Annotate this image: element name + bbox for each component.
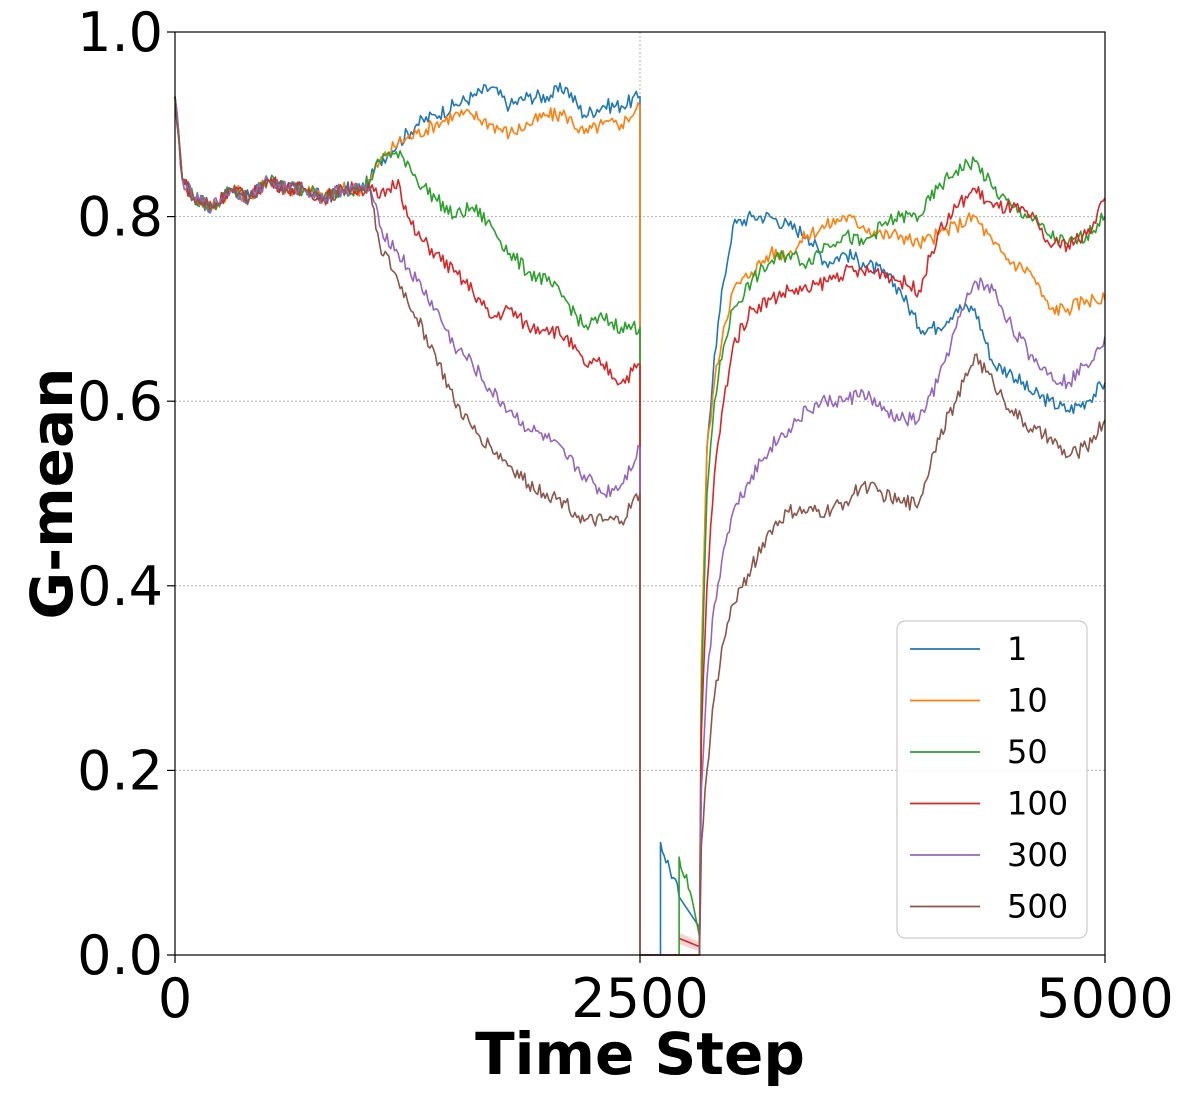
series-line-300 xyxy=(174,96,1106,956)
x-tick-label: 5000 xyxy=(1036,967,1173,1030)
y-tick-label: 0.6 xyxy=(77,370,163,433)
y-tick-label: 0.0 xyxy=(77,924,163,987)
legend-label-100: 100 xyxy=(1007,785,1068,823)
series-layer xyxy=(174,82,1106,956)
y-tick-label: 0.4 xyxy=(77,555,163,618)
x-axis-title: Time Step xyxy=(475,1020,805,1088)
x-tick-label: 0 xyxy=(158,967,192,1030)
legend-label-300: 300 xyxy=(1007,836,1068,874)
legend-label-10: 10 xyxy=(1007,682,1048,720)
legend-label-1: 1 xyxy=(1007,630,1027,668)
legend-label-50: 50 xyxy=(1007,733,1048,771)
y-axis-ticks: 0.0 0.2 0.4 0.6 0.8 1.0 xyxy=(77,1,175,987)
y-axis-title: G-mean xyxy=(18,368,86,620)
x-tick-label: 2500 xyxy=(571,967,708,1030)
y-tick-label: 1.0 xyxy=(77,1,163,64)
y-tick-label: 0.2 xyxy=(77,739,163,802)
x-axis-ticks: 0 2500 5000 xyxy=(158,955,1174,1030)
series-line-500 xyxy=(174,96,1106,956)
y-tick-label: 0.8 xyxy=(77,186,163,249)
legend: 1 10 50 100 300 500 xyxy=(896,620,1088,939)
legend-label-500: 500 xyxy=(1007,888,1068,926)
band-mean-line xyxy=(678,937,700,948)
